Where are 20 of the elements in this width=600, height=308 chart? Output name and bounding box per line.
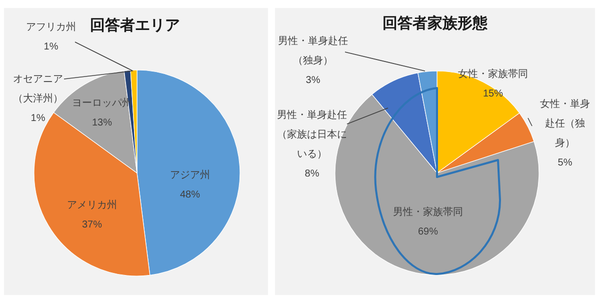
data-label: 13% [92, 118, 112, 128]
slice-label: 男性・単身赴任（独身） [278, 35, 348, 66]
chart-title: 回答者エリア [90, 17, 180, 34]
slice-label: アジア州 [170, 169, 210, 181]
slice-label: 女性・単身赴任（独身） [540, 98, 590, 149]
data-label: 1% [30, 113, 46, 124]
chart-title: 回答者家族形態 [382, 14, 488, 32]
slice-label: アフリカ州 [26, 21, 76, 33]
data-label: 5% [558, 158, 572, 168]
data-label: 8% [304, 168, 320, 180]
data-label: 48% [180, 190, 200, 200]
slice-label: 男性・家族帯同 [393, 206, 463, 218]
data-label: 1% [44, 42, 58, 52]
slice-label: アメリカ州 [67, 199, 117, 211]
data-label: 69% [418, 226, 438, 238]
data-label: 15% [482, 88, 504, 100]
data-label: 37% [82, 220, 102, 230]
slice-label: オセアニア（大洋州） [13, 74, 63, 104]
data-label: 3% [306, 75, 320, 86]
slice-label: 男性・単身赴任（家族は日本にいる） [277, 109, 347, 160]
